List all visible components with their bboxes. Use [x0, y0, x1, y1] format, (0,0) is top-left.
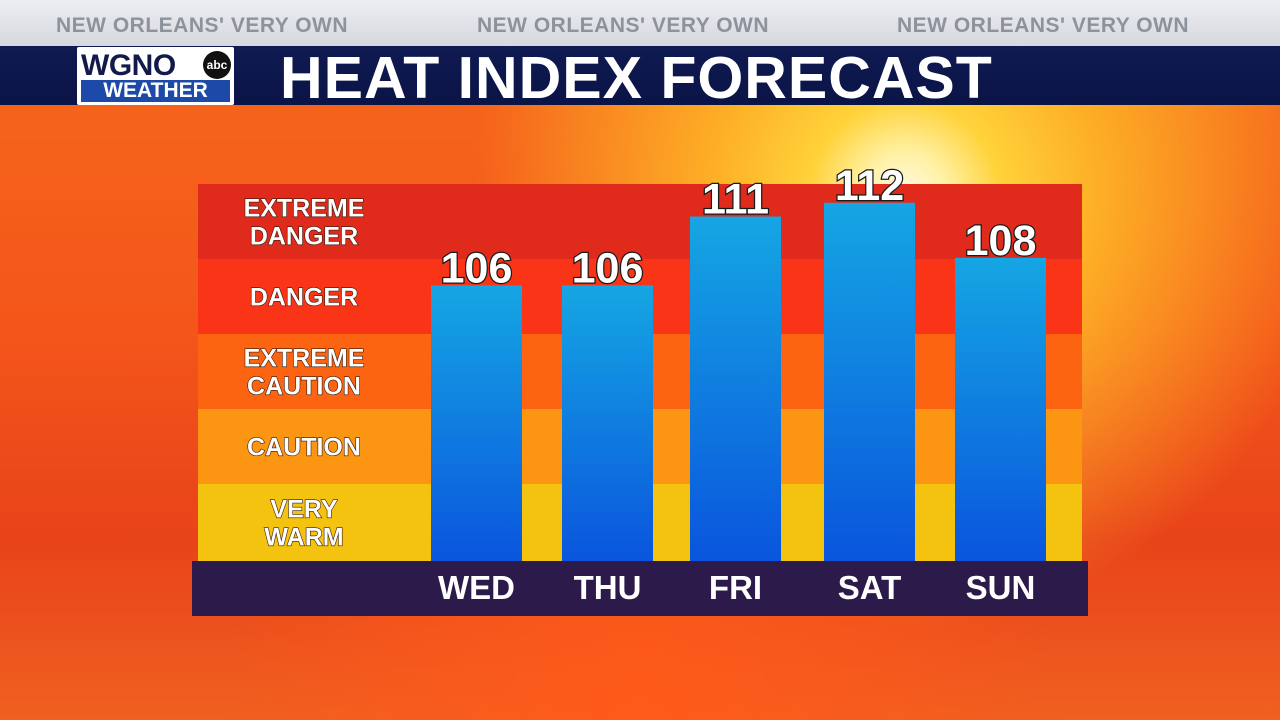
bar — [690, 216, 781, 562]
logo-callsign: WGNO — [81, 49, 176, 82]
zone-band — [198, 184, 1082, 259]
bar — [562, 285, 653, 561]
zone-label: CAUTION — [247, 434, 361, 462]
bar-value-label: 108 — [965, 217, 1037, 265]
bar-value-label: 106 — [441, 244, 513, 292]
ticker-text: NEW ORLEANS' VERY OWN — [56, 14, 349, 37]
zone-label: WARM — [264, 524, 343, 552]
zone-label: EXTREME — [244, 195, 365, 223]
day-label: FRI — [709, 569, 762, 606]
zone-label: DANGER — [250, 223, 358, 251]
bar-value-label: 106 — [572, 244, 644, 292]
bar — [955, 257, 1046, 561]
bar-value-label: 112 — [835, 162, 904, 210]
bars — [431, 202, 1046, 562]
page-title: HEAT INDEX FORECAST — [280, 45, 993, 111]
bar-value-label: 111 — [702, 176, 769, 224]
zone-label: DANGER — [250, 284, 358, 312]
ticker-text: NEW ORLEANS' VERY OWN — [477, 14, 770, 37]
zone-label: EXTREME — [244, 345, 365, 373]
day-label: THU — [574, 569, 642, 606]
day-label: WED — [438, 569, 515, 606]
day-label: SUN — [966, 569, 1036, 606]
bar — [431, 285, 522, 561]
station-logo: WGNO abc WEATHER — [77, 47, 234, 105]
day-label: SAT — [838, 569, 902, 606]
ticker-text: NEW ORLEANS' VERY OWN — [897, 14, 1190, 37]
zone-label: CAUTION — [247, 373, 361, 401]
logo-weather-label: WEATHER — [81, 80, 230, 102]
ticker-bar: NEW ORLEANS' VERY OWN NEW ORLEANS' VERY … — [0, 0, 1280, 46]
zone-label: VERY — [270, 496, 337, 524]
abc-badge-icon: abc — [203, 51, 231, 79]
bar — [824, 202, 915, 561]
axis-band — [192, 561, 1088, 616]
labels: EXTREMEDANGERDANGEREXTREMECAUTIONCAUTION… — [243, 161, 1038, 606]
